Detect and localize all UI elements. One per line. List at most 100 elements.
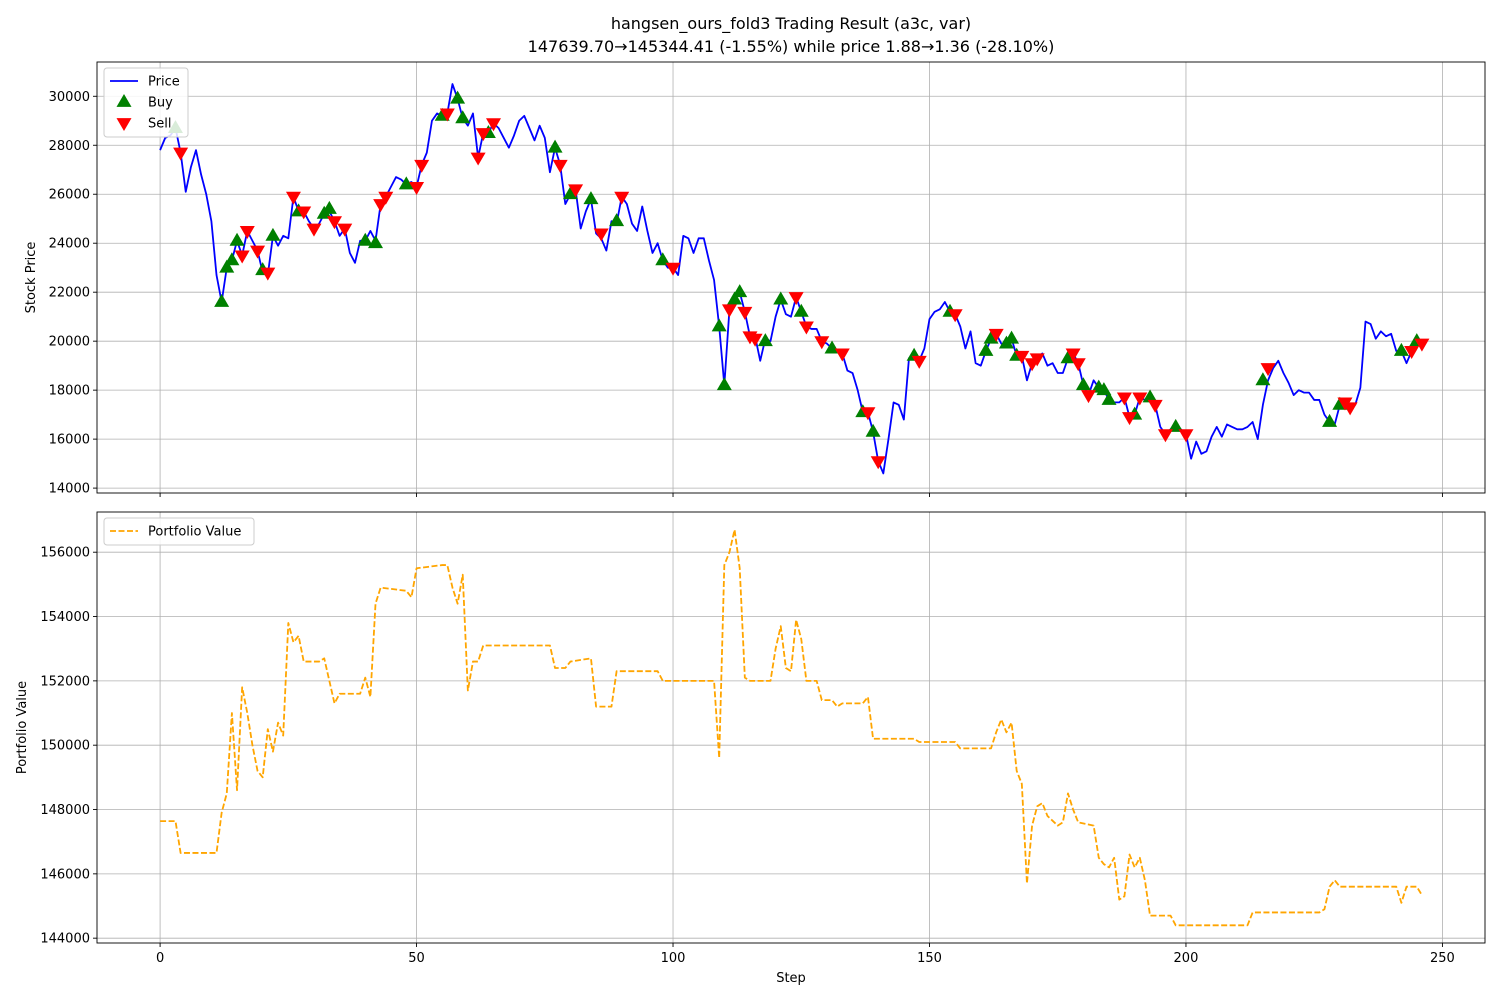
buy-marker xyxy=(1142,389,1158,403)
sell-marker xyxy=(552,159,568,173)
sell-marker xyxy=(378,191,394,205)
buy-marker xyxy=(1101,391,1117,405)
x-tick-label: 0 xyxy=(156,951,164,966)
portfolio-legend: Portfolio Value xyxy=(103,517,255,546)
sell-marker xyxy=(798,321,814,335)
sell-marker xyxy=(1122,412,1138,426)
sell-marker xyxy=(1070,358,1086,372)
sell-marker xyxy=(1260,363,1276,377)
price-y-tick-label: 18000 xyxy=(49,384,90,399)
sell-marker xyxy=(1342,402,1358,416)
buy-marker xyxy=(609,213,625,227)
price-y-tick-label: 22000 xyxy=(49,286,90,301)
buy-marker xyxy=(398,176,414,190)
sell-marker xyxy=(593,228,609,242)
price-y-axis-label: Stock Price xyxy=(24,242,39,314)
sell-marker xyxy=(1147,399,1163,413)
buy-marker xyxy=(1060,350,1076,364)
sell-marker xyxy=(568,184,584,198)
sell-marker xyxy=(870,456,886,470)
sell-marker xyxy=(1132,392,1148,406)
buy-marker xyxy=(583,191,599,205)
price-y-tick-label: 26000 xyxy=(49,188,90,203)
price-y-tick-label: 20000 xyxy=(49,335,90,350)
buy-marker xyxy=(711,318,727,332)
buy-marker xyxy=(265,227,281,241)
buy-marker xyxy=(368,235,384,249)
x-tick-label: 50 xyxy=(408,951,425,966)
buy-marker xyxy=(219,259,235,273)
sell-marker xyxy=(285,191,301,205)
portfolio-panel: 0 50 100 150 200 250 144000 146000 148000 150000 1… xyxy=(15,511,1486,986)
sell-marker xyxy=(1029,353,1045,367)
sell-marker xyxy=(409,181,425,195)
buy-marker xyxy=(321,200,337,214)
price-panel: 14000 16000 18000 20000 22000 24000 26000 28000… xyxy=(24,61,1486,497)
legend-entry-label: Price xyxy=(148,75,180,90)
buy-marker xyxy=(1168,418,1184,432)
buy-marker xyxy=(793,303,809,317)
sell-marker xyxy=(860,407,876,421)
sell-marker xyxy=(947,309,963,323)
buy-marker xyxy=(655,252,671,266)
chart-title-line1: hangsen_ours_fold3 Trading Result (a3c, … xyxy=(611,14,971,34)
x-tick-label: 200 xyxy=(1174,951,1199,966)
buy-marker xyxy=(455,110,471,124)
portfolio-y-tick-label: 148000 xyxy=(40,803,90,818)
buy-marker xyxy=(547,139,563,153)
sell-marker xyxy=(988,328,1004,342)
portfolio-value-line xyxy=(160,528,1423,927)
sell-marker xyxy=(260,267,276,281)
buy-marker xyxy=(1075,377,1091,391)
chart-title-line2: 147639.70→145344.41 (-1.55%) while price… xyxy=(528,37,1055,56)
portfolio-y-tick-label: 150000 xyxy=(40,739,90,754)
sell-marker xyxy=(239,226,255,240)
portfolio-y-axis-label: Portfolio Value xyxy=(15,681,30,774)
portfolio-y-tick-label: 152000 xyxy=(40,674,90,689)
sell-marker xyxy=(475,128,491,142)
buy-marker xyxy=(229,232,245,246)
sell-marker xyxy=(614,191,630,205)
portfolio-axes-frame xyxy=(96,511,1486,944)
buy-marker xyxy=(357,232,373,246)
sell-marker xyxy=(439,108,455,122)
buy-marker xyxy=(1096,382,1112,396)
legend-entry-label: Buy xyxy=(148,96,173,111)
sell-marker xyxy=(306,223,322,237)
sell-marker xyxy=(665,262,681,276)
buy-marker xyxy=(773,291,789,305)
legend-entry-label: Sell xyxy=(148,117,171,132)
portfolio-y-tick-label: 156000 xyxy=(40,546,90,561)
sell-marker xyxy=(250,245,266,259)
price-y-tick-label: 30000 xyxy=(49,90,90,105)
buy-marker xyxy=(562,186,578,200)
buy-marker xyxy=(732,284,748,298)
sell-marker xyxy=(414,159,430,173)
portfolio-legend-box xyxy=(103,517,255,546)
sell-marker xyxy=(1404,346,1420,360)
sell-marker xyxy=(1014,350,1030,364)
sell-marker xyxy=(1116,392,1132,406)
buy-marker xyxy=(450,90,466,104)
x-axis-label: Step xyxy=(776,971,806,986)
sell-marker xyxy=(296,206,312,220)
buy-marker xyxy=(1004,330,1020,344)
buy-marker xyxy=(978,342,994,356)
buy-marker xyxy=(983,330,999,344)
price-y-tick-label: 28000 xyxy=(49,139,90,154)
buy-marker xyxy=(1255,372,1271,386)
x-tick-label: 150 xyxy=(917,951,942,966)
buy-marker xyxy=(214,293,230,307)
sell-marker xyxy=(1178,429,1194,443)
legend-buy-swatch xyxy=(116,93,132,107)
sell-marker xyxy=(737,306,753,320)
sell-marker xyxy=(337,223,353,237)
sell-marker xyxy=(1081,390,1097,404)
sell-marker xyxy=(788,292,804,306)
legend-sell-swatch xyxy=(116,118,132,132)
sell-marker xyxy=(721,304,737,318)
portfolio-y-tick-label: 154000 xyxy=(40,610,90,625)
sell-marker xyxy=(814,336,830,350)
price-axes-frame xyxy=(96,61,1486,494)
